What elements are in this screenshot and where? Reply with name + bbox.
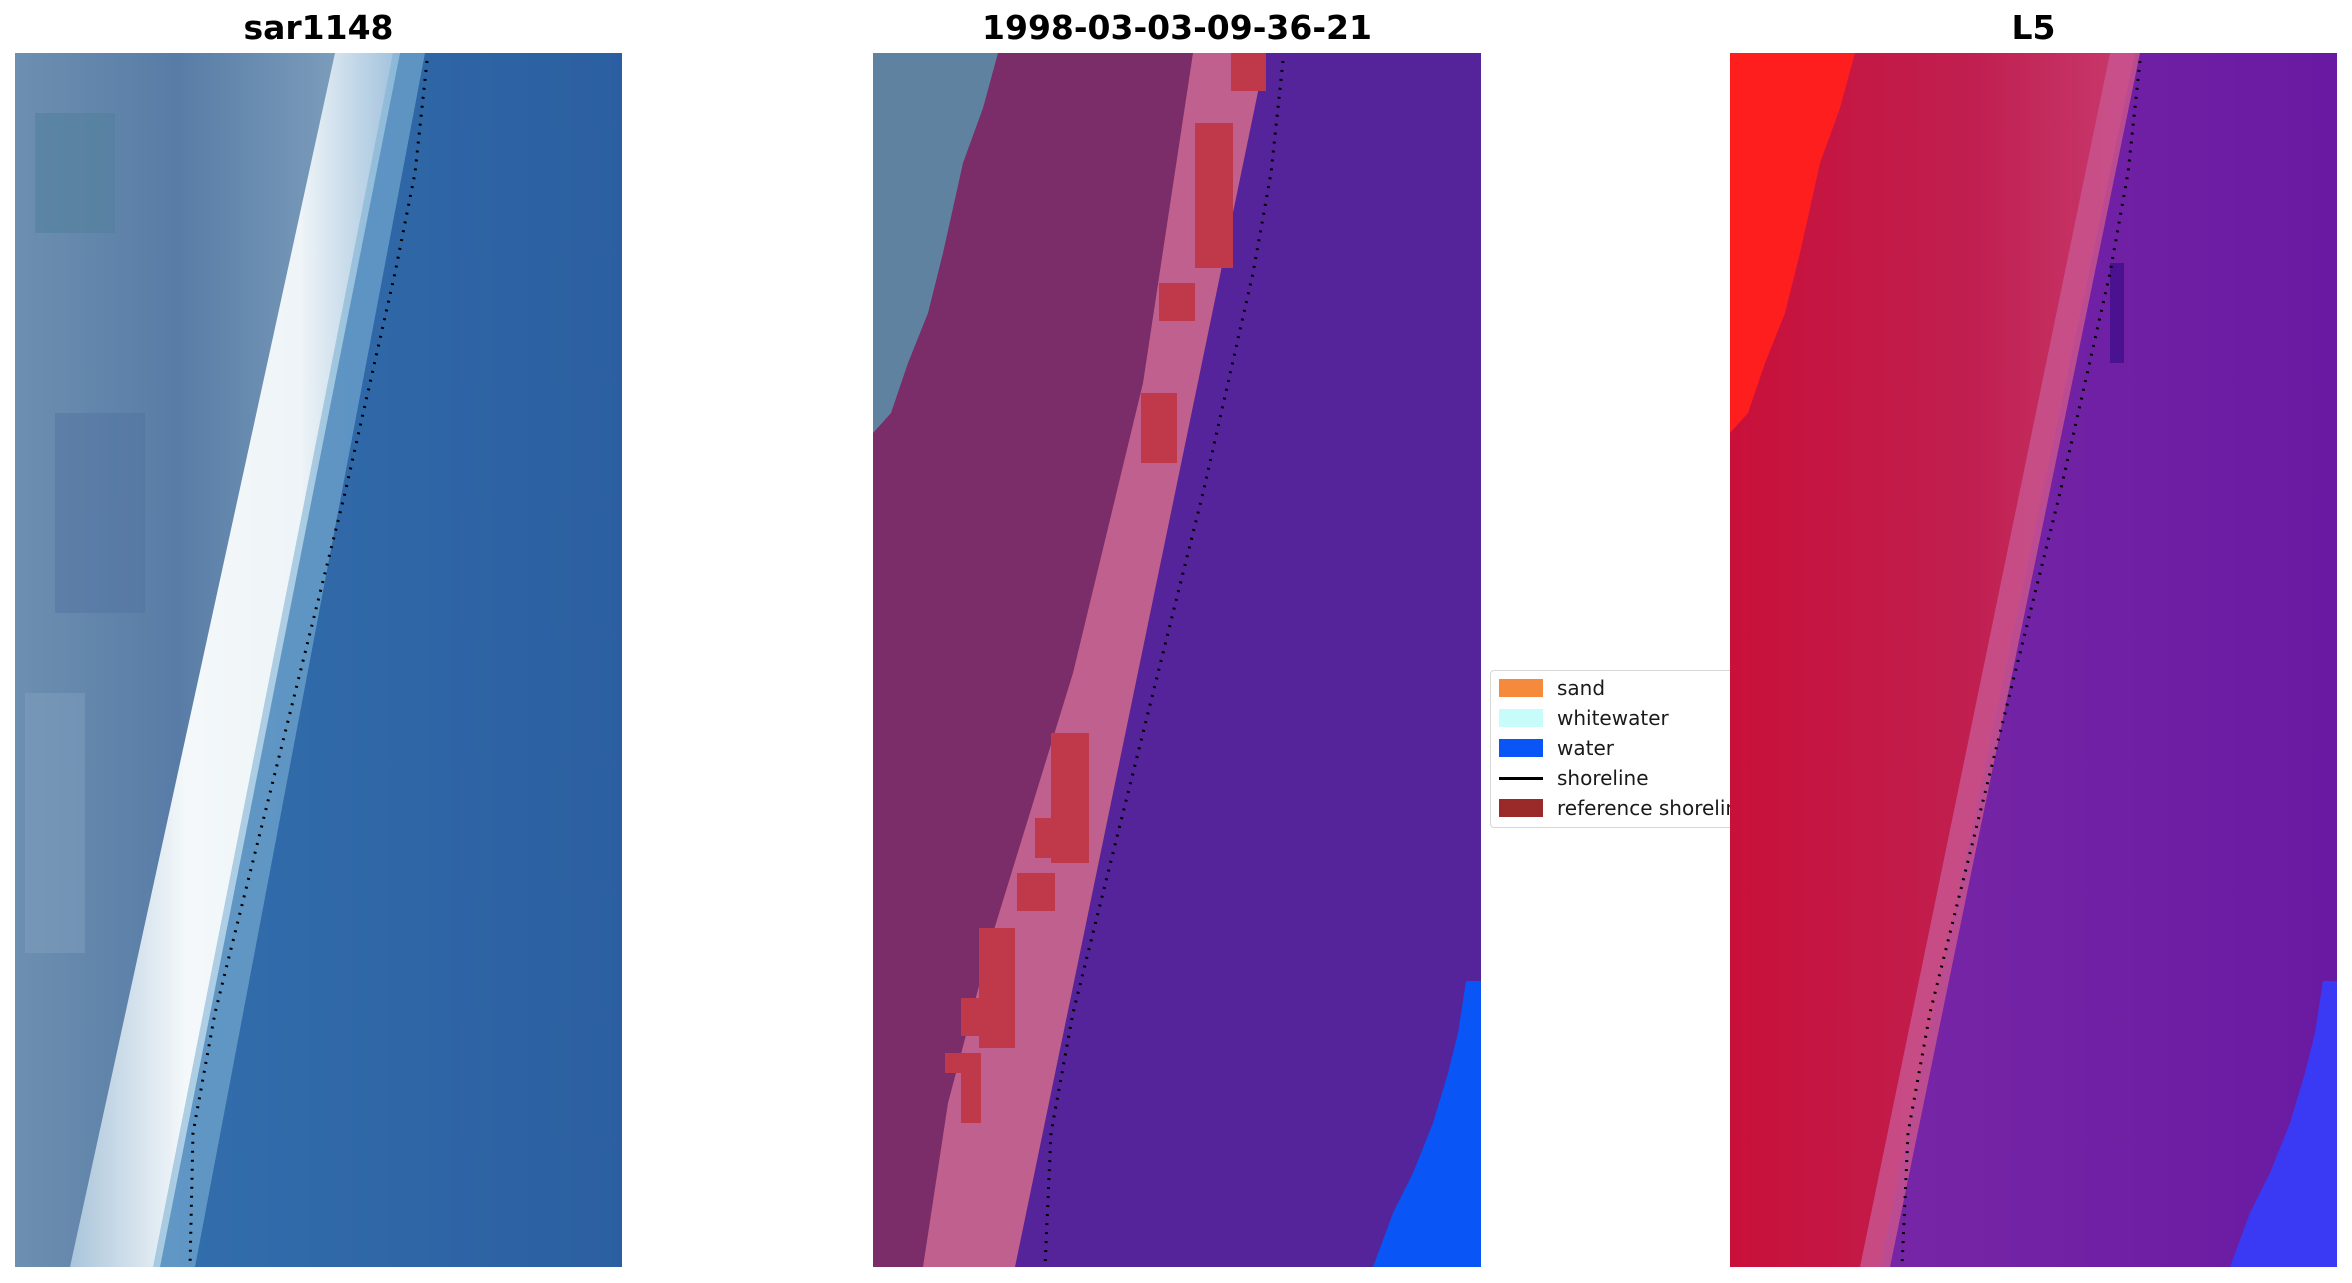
classification-image	[873, 53, 1481, 1267]
class-grey-region	[873, 53, 998, 433]
classification-panel	[873, 53, 1481, 1267]
shoreline-trace	[1043, 60, 1285, 1267]
legend-item-whitewater: whitewater	[1491, 703, 1730, 733]
rgb-land-region	[15, 53, 340, 1267]
index-red-region	[1730, 53, 1855, 433]
legend-label: sand	[1557, 676, 1606, 700]
rgb-whitewater-band	[70, 53, 400, 1267]
legend-label: water	[1557, 736, 1614, 760]
whitewater-swatch	[1499, 709, 1543, 727]
shoreline-trace	[1900, 60, 2142, 1267]
legend-item-reference-shoreline: reference shoreline	[1491, 793, 1730, 823]
panel-title-index: L5	[2011, 8, 2056, 47]
sand-swatch	[1499, 679, 1543, 697]
index-high-region	[1730, 53, 2135, 1267]
legend-label: shoreline	[1557, 766, 1649, 790]
panel-title-rgb: sar1148	[243, 8, 394, 47]
legend-item-sand: sand	[1491, 673, 1730, 703]
class-ocean-water-region	[1373, 981, 1481, 1267]
legend-item-water: water	[1491, 733, 1730, 763]
index-blue-region	[2230, 981, 2337, 1267]
reference-shoreline-swatch	[1499, 799, 1543, 817]
legend-item-shoreline: shoreline	[1491, 763, 1730, 793]
reference-shoreline-segment	[1195, 123, 1233, 268]
index-panel	[1730, 53, 2337, 1267]
water-swatch	[1499, 739, 1543, 757]
shoreline-trace	[188, 60, 429, 1267]
legend-label: whitewater	[1557, 706, 1669, 730]
shoreline-line-swatch	[1499, 777, 1543, 780]
legend-label: reference shoreline	[1557, 796, 1730, 820]
index-image	[1730, 53, 2337, 1267]
panel-title-classification: 1998-03-03-09-36-21	[982, 8, 1372, 47]
rgb-image	[15, 53, 622, 1267]
legend: sand whitewater water shoreline referenc…	[1490, 670, 1730, 828]
rgb-image-panel	[15, 53, 622, 1267]
